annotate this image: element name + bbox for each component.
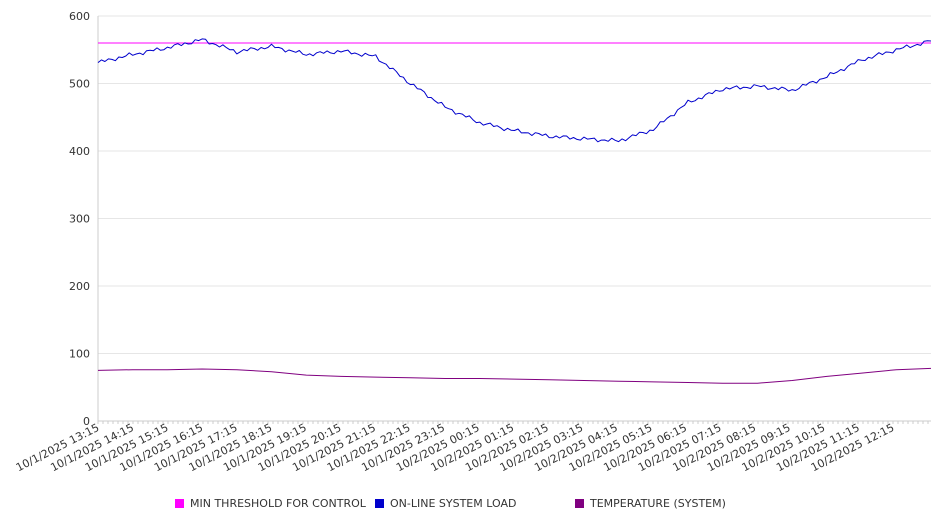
legend-item-system-load: ON-LINE SYSTEM LOAD [375,497,516,510]
y-tick-label: 400 [69,145,90,158]
y-tick-label: 300 [69,213,90,226]
grid-layer [98,15,931,354]
legend-swatch-system-load [375,499,384,508]
series-line-temperature [97,367,932,384]
legend-swatch-temperature [575,499,584,508]
legend-label-temperature: TEMPERATURE (SYSTEM) [590,497,726,510]
series-line-system-load [97,38,932,143]
legend: MIN THRESHOLD FOR CONTROL ON-LINE SYSTEM… [0,497,946,515]
y-tick-label: 600 [69,10,90,23]
legend-swatch-min-threshold [175,499,184,508]
axis-layer [97,16,931,424]
legend-label-system-load: ON-LINE SYSTEM LOAD [390,497,517,510]
y-tick-label: 200 [69,280,90,293]
y-tick-labels: 0 100 200 300 400 500 600 [69,10,90,428]
legend-label-min-threshold: MIN THRESHOLD FOR CONTROL [190,497,366,510]
legend-item-min-threshold: MIN THRESHOLD FOR CONTROL [175,497,366,510]
y-tick-label: 500 [69,78,90,91]
series-layer [97,38,932,384]
y-tick-label: 0 [83,415,90,428]
legend-item-temperature: TEMPERATURE (SYSTEM) [575,497,726,510]
y-tick-label: 100 [69,348,90,361]
